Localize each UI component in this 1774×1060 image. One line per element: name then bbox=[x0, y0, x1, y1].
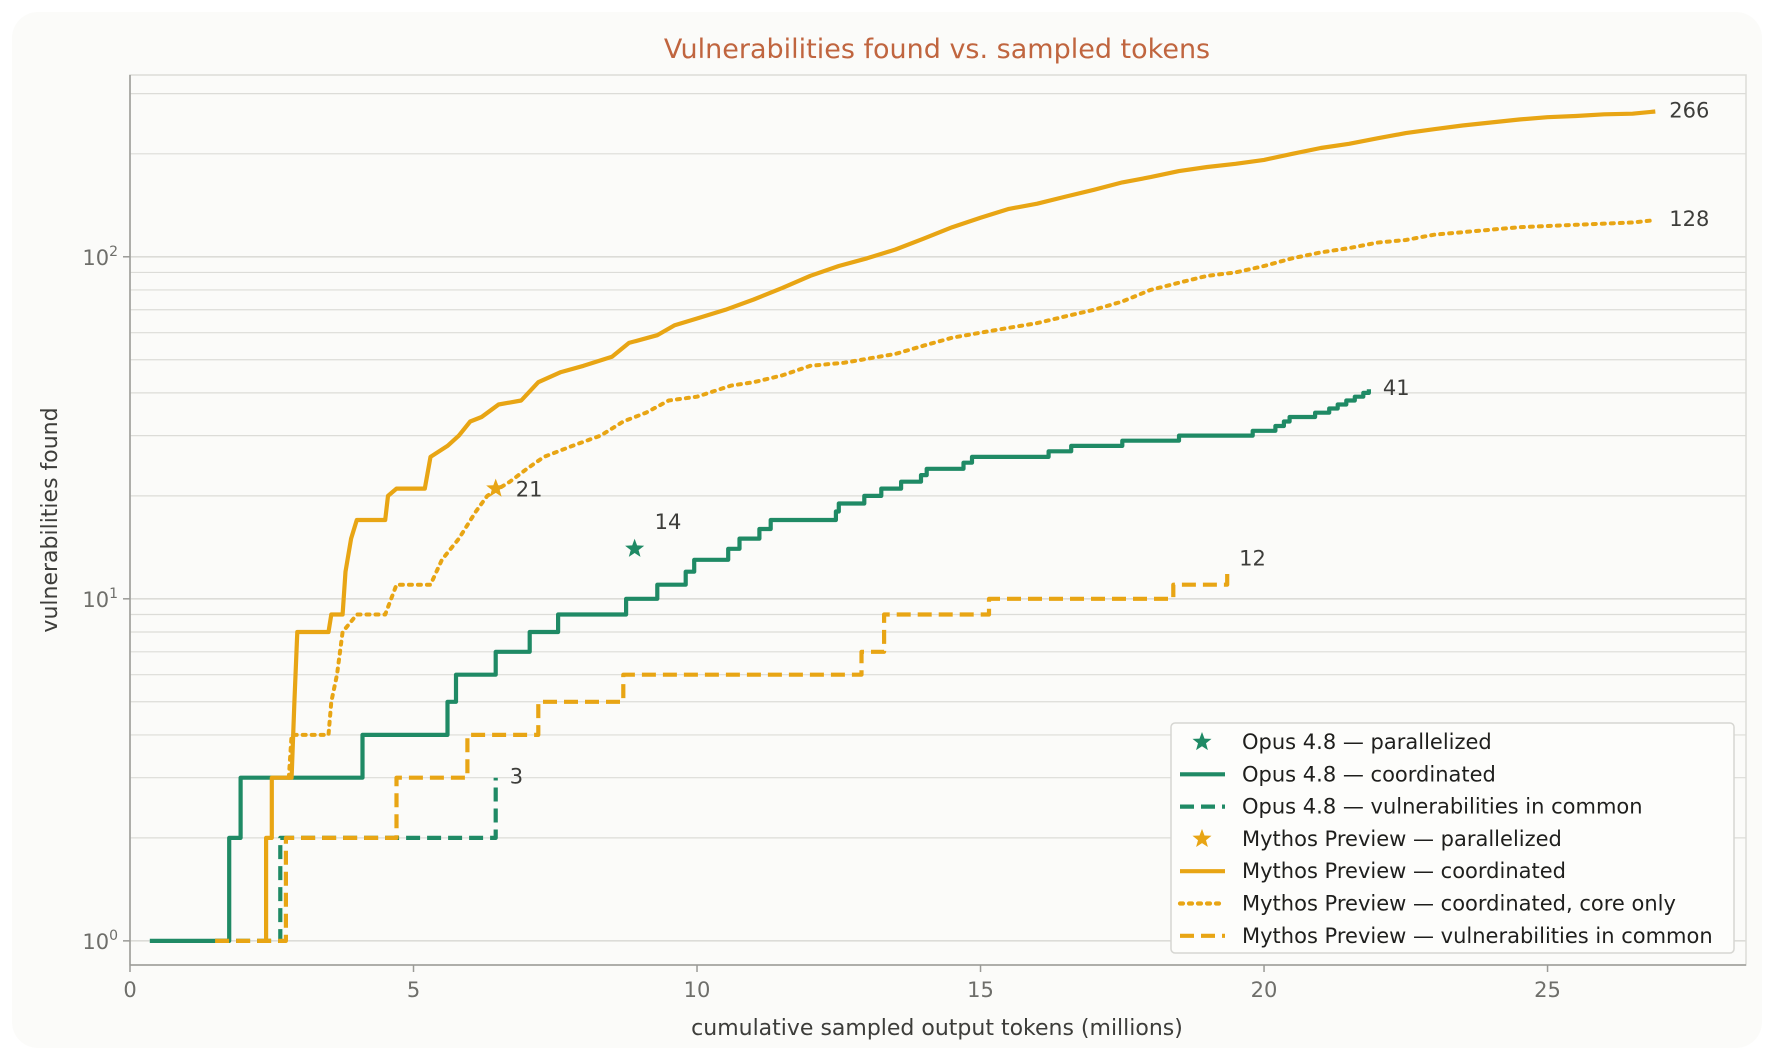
legend-label: Opus 4.8 — vulnerabilities in common bbox=[1242, 795, 1643, 819]
series-4-line bbox=[264, 109, 1656, 941]
y-tick-label: 100 bbox=[82, 928, 118, 954]
series-layer bbox=[149, 109, 1658, 944]
series-1-line bbox=[149, 389, 1372, 944]
axes: 0 5 10 15 20 25 100 101 102 bbox=[82, 75, 1746, 1002]
legend-label: Mythos Preview — coordinated bbox=[1242, 859, 1566, 883]
series-5-line bbox=[286, 218, 1658, 780]
x-tick-label: 0 bbox=[123, 978, 136, 1002]
series-5-end-label: 128 bbox=[1669, 207, 1709, 231]
legend-label: Opus 4.8 — coordinated bbox=[1242, 762, 1496, 786]
series-6-end-label: 12 bbox=[1239, 547, 1266, 571]
x-tick-label: 25 bbox=[1534, 978, 1561, 1002]
legend-star-icon bbox=[1192, 828, 1212, 847]
series-6-line bbox=[215, 571, 1230, 944]
series-3-end-label: 21 bbox=[516, 478, 543, 502]
x-tick-label: 10 bbox=[684, 978, 711, 1002]
x-tick-label: 20 bbox=[1251, 978, 1278, 1002]
series-2-line bbox=[215, 777, 498, 944]
series-1-end-label: 41 bbox=[1383, 376, 1410, 400]
legend-box bbox=[1170, 722, 1735, 954]
legend-item: Mythos Preview — coordinated, core only bbox=[1177, 892, 1676, 916]
x-tick-label: 5 bbox=[407, 978, 420, 1002]
legend-star-icon bbox=[1192, 732, 1212, 751]
series-0-star-marker bbox=[625, 538, 645, 557]
end-labels: 14 41 3 21 266 128 12 bbox=[510, 98, 1710, 788]
legend-item: Opus 4.8 — parallelized bbox=[1192, 730, 1492, 754]
series-4-end-label: 266 bbox=[1669, 98, 1709, 122]
legend-item: Opus 4.8 — coordinated bbox=[1180, 762, 1496, 786]
legend-item: Mythos Preview — coordinated bbox=[1180, 859, 1566, 883]
legend-item: Mythos Preview — parallelized bbox=[1192, 827, 1562, 851]
legend-item: Mythos Preview — vulnerabilities in comm… bbox=[1180, 924, 1713, 948]
legend-label: Mythos Preview — coordinated, core only bbox=[1242, 892, 1676, 916]
x-axis-label: cumulative sampled output tokens (millio… bbox=[691, 1016, 1183, 1041]
series-2-end-label: 3 bbox=[510, 765, 523, 789]
legend-item: Opus 4.8 — vulnerabilities in common bbox=[1180, 795, 1643, 819]
y-tick-label: 102 bbox=[82, 244, 118, 270]
chart-title: Vulnerabilities found vs. sampled tokens bbox=[664, 34, 1210, 65]
y-axis-label: vulnerabilities found bbox=[38, 407, 63, 632]
legend-label: Mythos Preview — vulnerabilities in comm… bbox=[1242, 924, 1713, 948]
series-0-end-label: 14 bbox=[655, 510, 682, 534]
legend-label: Opus 4.8 — parallelized bbox=[1242, 730, 1492, 754]
series-3-star-marker bbox=[486, 478, 506, 497]
x-tick-label: 15 bbox=[967, 978, 994, 1002]
y-tick-label: 101 bbox=[82, 586, 118, 612]
legend-label: Mythos Preview — parallelized bbox=[1242, 827, 1562, 851]
legend: Opus 4.8 — parallelized Opus 4.8 — coordi… bbox=[1170, 722, 1735, 954]
